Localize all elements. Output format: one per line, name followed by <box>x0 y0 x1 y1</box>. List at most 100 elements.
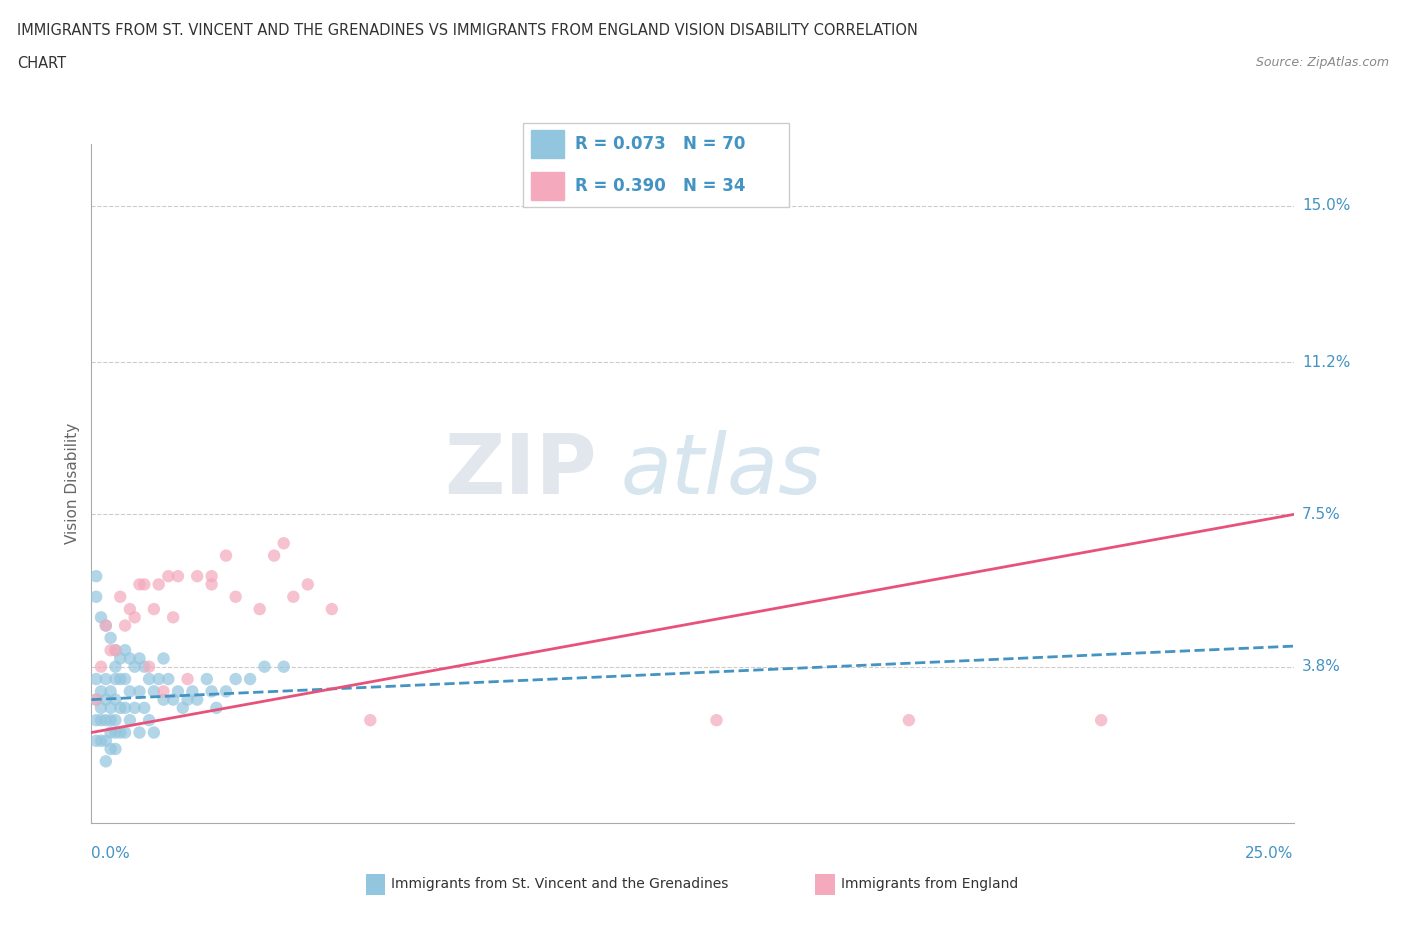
Point <box>181 684 204 698</box>
Text: 3.8%: 3.8% <box>1302 659 1341 674</box>
Point <box>148 671 170 686</box>
Point <box>205 700 228 715</box>
Point <box>84 712 107 727</box>
Point <box>152 651 174 666</box>
Text: R = 0.390   N = 34: R = 0.390 N = 34 <box>575 178 745 195</box>
Point <box>283 590 305 604</box>
Point <box>273 659 295 674</box>
Point <box>104 643 127 658</box>
Point <box>90 610 112 625</box>
Text: Source: ZipAtlas.com: Source: ZipAtlas.com <box>1256 56 1389 69</box>
Point <box>176 692 198 707</box>
Point <box>114 700 136 715</box>
Point <box>201 577 224 591</box>
Point <box>100 631 122 645</box>
Point <box>225 590 247 604</box>
Point <box>90 734 112 749</box>
Bar <box>531 129 564 158</box>
Text: 11.2%: 11.2% <box>1302 354 1350 370</box>
Text: CHART: CHART <box>17 56 66 71</box>
Point <box>142 602 165 617</box>
Text: 15.0%: 15.0% <box>1302 198 1350 213</box>
Point <box>94 618 117 633</box>
Point <box>100 643 122 658</box>
Text: IMMIGRANTS FROM ST. VINCENT AND THE GRENADINES VS IMMIGRANTS FROM ENGLAND VISION: IMMIGRANTS FROM ST. VINCENT AND THE GREN… <box>17 23 918 38</box>
Point <box>186 692 208 707</box>
Point <box>104 741 127 756</box>
Point <box>167 569 190 584</box>
Text: 25.0%: 25.0% <box>1246 846 1294 861</box>
Point <box>162 692 184 707</box>
Point <box>104 659 127 674</box>
Point <box>84 671 107 686</box>
Point <box>167 684 190 698</box>
Point <box>297 577 319 591</box>
Point <box>94 671 117 686</box>
Point <box>84 734 107 749</box>
Point <box>249 602 271 617</box>
Point <box>114 643 136 658</box>
Point <box>90 684 112 698</box>
FancyBboxPatch shape <box>523 123 789 207</box>
Point <box>118 602 141 617</box>
Point <box>152 684 174 698</box>
Point <box>94 618 117 633</box>
Point <box>273 536 295 551</box>
Point <box>104 712 127 727</box>
Point <box>157 671 180 686</box>
Point <box>706 712 728 727</box>
Point <box>359 712 381 727</box>
Point <box>118 712 141 727</box>
Point <box>157 569 180 584</box>
Point <box>90 712 112 727</box>
Point <box>225 671 247 686</box>
Point <box>134 700 156 715</box>
Point <box>201 684 224 698</box>
Text: 0.0%: 0.0% <box>91 846 131 861</box>
Text: 7.5%: 7.5% <box>1302 507 1340 522</box>
Point <box>94 754 117 769</box>
Point <box>253 659 276 674</box>
Point <box>128 725 150 740</box>
Point <box>138 659 160 674</box>
Point <box>138 712 160 727</box>
Point <box>110 700 132 715</box>
Point <box>128 651 150 666</box>
Point <box>124 610 146 625</box>
Point <box>100 741 122 756</box>
Point <box>186 569 208 584</box>
Point <box>84 569 107 584</box>
Point <box>84 692 107 707</box>
Point <box>142 684 165 698</box>
Point <box>114 671 136 686</box>
Point <box>138 671 160 686</box>
Point <box>215 548 238 563</box>
Bar <box>531 172 564 201</box>
Point <box>172 700 194 715</box>
Point <box>215 684 238 698</box>
Text: atlas: atlas <box>620 430 823 511</box>
Point <box>118 651 141 666</box>
Point <box>239 671 262 686</box>
Point <box>114 725 136 740</box>
Text: Immigrants from St. Vincent and the Grenadines: Immigrants from St. Vincent and the Gren… <box>391 877 728 892</box>
Point <box>148 577 170 591</box>
Point <box>134 659 156 674</box>
Point <box>94 734 117 749</box>
Point <box>110 590 132 604</box>
Y-axis label: Vision Disability: Vision Disability <box>65 423 80 544</box>
Text: R = 0.073   N = 70: R = 0.073 N = 70 <box>575 135 745 153</box>
Point <box>128 577 150 591</box>
Point <box>128 684 150 698</box>
Point <box>94 712 117 727</box>
Point <box>195 671 218 686</box>
Point <box>263 548 285 563</box>
Text: ZIP: ZIP <box>444 430 596 511</box>
Point <box>114 618 136 633</box>
Point <box>104 643 127 658</box>
Point <box>90 659 112 674</box>
Point <box>90 700 112 715</box>
Point <box>104 725 127 740</box>
Point <box>104 671 127 686</box>
Point <box>100 725 122 740</box>
